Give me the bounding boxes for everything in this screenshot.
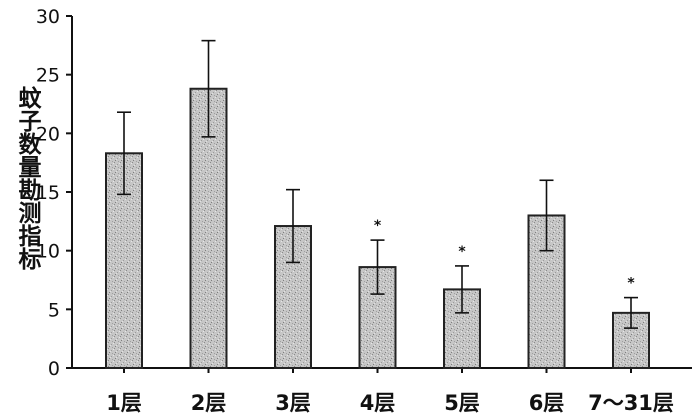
y-tick-label-10: 10: [36, 241, 60, 263]
category-label-6: 6层: [529, 391, 565, 415]
category-label-2: 2层: [191, 391, 227, 415]
labels-layer: 0 5 10 15 20 25 30 1层 2层 3层 * 4层 * 5层 6层 * 7～31层: [36, 6, 674, 415]
y-tick-label-25: 25: [36, 65, 60, 87]
y-tick-label-0: 0: [48, 358, 60, 380]
category-label-5: 5层: [444, 391, 480, 415]
y-tick-label-20: 20: [36, 123, 60, 145]
significance-mark-4: *: [374, 218, 382, 234]
bar-3: [274, 225, 312, 369]
significance-mark-7: *: [627, 276, 635, 292]
significance-mark-5: *: [458, 244, 466, 260]
y-tick-label-30: 30: [36, 6, 60, 28]
category-label-1: 1层: [106, 391, 142, 415]
y-tick-label-5: 5: [48, 299, 60, 321]
y-tick-label-15: 15: [36, 182, 60, 204]
bars-layer: [105, 39, 650, 369]
category-label-7: 7～31层: [588, 391, 674, 415]
y-axis-label: 蚊子数量勘测指标: [14, 86, 40, 270]
category-label-4: 4层: [360, 391, 396, 415]
bar-1: [105, 152, 143, 369]
category-label-3: 3层: [275, 391, 311, 415]
